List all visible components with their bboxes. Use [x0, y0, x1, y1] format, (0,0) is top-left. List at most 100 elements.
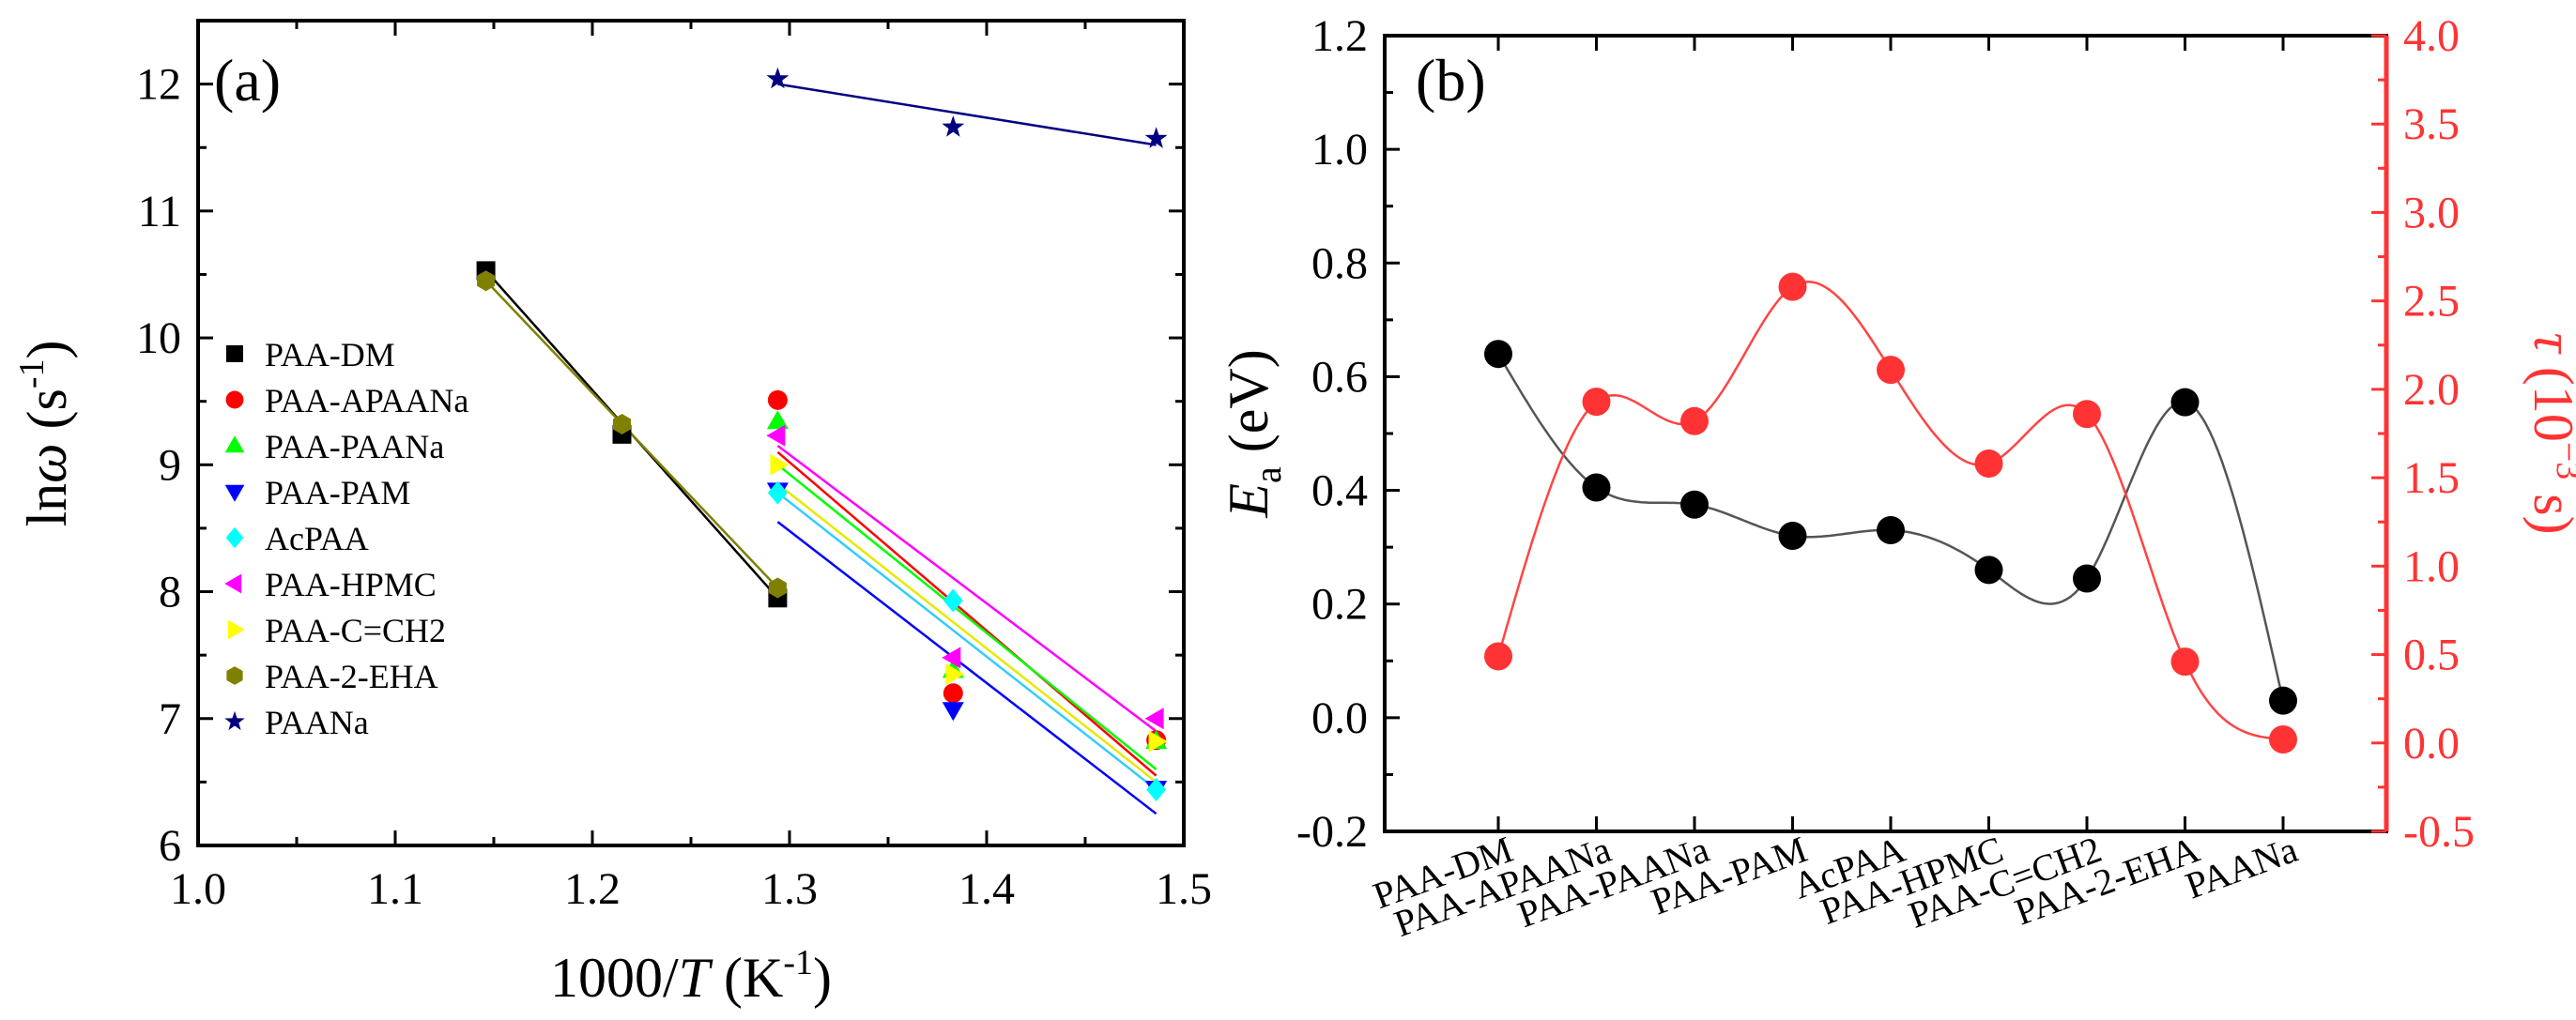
fit-line-paa-hpmc: [776, 445, 1158, 733]
right-y-tick-label: 3.5: [2403, 99, 2460, 149]
legend-marker-paa-apaana: [225, 390, 244, 409]
x-tick-label: 1.3: [761, 864, 818, 914]
legend-marker-paa-2-eha: [226, 666, 243, 685]
point-paa-hpmc: [1144, 708, 1164, 730]
point-left-paa-apaana: [1582, 473, 1611, 502]
curve-right-axis: [1496, 281, 2284, 741]
legend-label-paa-pam: PAA-PAM: [265, 474, 410, 511]
right-y-tick-label: 4.0: [2403, 11, 2460, 61]
legend-label-paa-hpmc: PAA-HPMC: [265, 566, 437, 603]
left-y-tick-label: 0.8: [1311, 238, 1368, 288]
fit-line-acpaa: [776, 492, 1158, 791]
legend-marker-paa-dm: [226, 345, 243, 362]
right-y-tick-label: 0.0: [2403, 719, 2460, 769]
right-y-tick-label: 1.5: [2403, 453, 2460, 503]
point-right-paa-dm: [1484, 642, 1512, 671]
panel-b-label: (b): [1416, 47, 1486, 114]
legend-label-acpaa: AcPAA: [265, 520, 369, 557]
fit-line-paa-c-ch2: [776, 482, 1158, 784]
legend-label-paa-apaana: PAA-APAANa: [265, 382, 468, 419]
fit-line-paa-pam: [776, 521, 1158, 815]
left-y-tick-label: 0.4: [1311, 466, 1368, 516]
right-y-tick-label: 3.0: [2403, 188, 2460, 237]
panel-a-ticks: 1.0 1.1 1.2 1.3 1.4 1.5 6 7 8 9 10 11 12: [136, 19, 1212, 914]
point-acpaa: [767, 480, 788, 505]
point-left-acpaa: [1877, 515, 1905, 544]
point-left-paa-c-ch2: [2073, 564, 2101, 593]
point-right-paa-2-eha: [2170, 647, 2200, 677]
x-label-main: 1000/: [550, 947, 679, 1009]
panel-a-fit-lines: [484, 83, 1158, 815]
panel-b-right-axis-label: τ (10−3 s): [2522, 332, 2576, 534]
point-paa-hpmc: [766, 424, 786, 447]
legend-marker-paana: [224, 710, 245, 731]
x-label-close: ): [813, 947, 832, 1009]
point-right-paa-hpmc: [1974, 449, 2003, 479]
left-y-tick-label: 0.2: [1311, 580, 1368, 630]
point-left-paa-dm: [1484, 340, 1512, 369]
point-paa-2-eha: [613, 414, 631, 434]
point-paa-c-ch2: [945, 662, 965, 685]
legend-label-paa-paana: PAA-PAANa: [265, 428, 444, 465]
y-label-italic: ω: [16, 443, 78, 482]
point-left-paa-2-eha: [2170, 388, 2200, 417]
y-tick-label: 10: [136, 313, 181, 363]
point-right-paa-apaana: [1582, 388, 1611, 417]
legend-marker-paa-pam: [224, 484, 245, 502]
panel-a-label: (a): [214, 47, 281, 114]
y-label-unit: (s: [16, 388, 78, 443]
left-label-italic: E: [1218, 483, 1280, 519]
left-y-tick-label: -0.2: [1296, 807, 1368, 857]
x-tick-label: 1.4: [958, 864, 1015, 914]
right-label-sup: −3: [2549, 442, 2576, 480]
point-paana: [766, 67, 790, 89]
legend-label-paa-2-eha: PAA-2-EHA: [265, 658, 438, 695]
point-paa-hpmc: [942, 647, 961, 669]
point-paana: [1144, 127, 1168, 148]
fit-line-paa-paana: [776, 464, 1158, 770]
y-tick-label: 7: [159, 694, 181, 744]
fit-line-paa-2-eha: [484, 280, 779, 589]
point-left-paa-pam: [1778, 522, 1807, 551]
legend-label-paa-dm: PAA-DM: [265, 336, 395, 373]
x-tick-label: 1.2: [564, 864, 621, 914]
right-label-open: (10: [2522, 353, 2576, 442]
point-acpaa: [943, 588, 963, 613]
left-y-tick-label: 0.6: [1311, 352, 1368, 402]
right-label-close: s): [2522, 480, 2576, 534]
panel-b-points: [1484, 272, 2297, 754]
right-label-italic: τ: [2522, 332, 2576, 355]
left-y-tick-label: 1.0: [1311, 125, 1368, 175]
panel-a-y-axis-label: lnω (s-1): [12, 340, 78, 526]
point-paa-2-eha: [768, 577, 787, 599]
point-paa-pam: [942, 702, 964, 722]
point-paana: [942, 115, 965, 137]
left-label-rest: (eV): [1218, 349, 1280, 466]
point-paa-paana: [766, 410, 789, 430]
category-label-paana: PAANa: [2180, 828, 2303, 906]
panel-b-plot-frame: [1383, 34, 2388, 833]
point-paa-c-ch2: [770, 453, 790, 476]
point-acpaa: [1146, 778, 1167, 801]
x-tick-label: 1.1: [367, 864, 423, 914]
x-tick-label: 1.0: [170, 864, 226, 914]
right-y-tick-label: -0.5: [2403, 807, 2475, 857]
point-left-paa-hpmc: [1974, 556, 2003, 585]
panel-b-left-axis-label: Ea (eV): [1218, 349, 1289, 518]
x-tick-label: 1.5: [1156, 864, 1212, 914]
legend-marker-acpaa: [225, 526, 244, 549]
y-tick-label: 11: [138, 187, 181, 236]
panel-a: 1.0 1.1 1.2 1.3 1.4 1.5 6 7 8 9 10 11 12 PAA-DM PAA-A…: [12, 19, 1212, 1009]
legend-label-paana: PAANa: [265, 704, 369, 741]
x-label-italic: T: [679, 947, 713, 1009]
fit-line-paana: [777, 83, 1157, 146]
y-tick-label: 9: [159, 440, 181, 490]
point-right-paa-paana: [1680, 406, 1709, 435]
right-y-tick-label: 1.0: [2403, 541, 2460, 591]
panel-b-curves: [1496, 281, 2285, 741]
y-label-prefix: ln: [16, 483, 78, 527]
panel-b: -0.2 0.0 0.2 0.4 0.6 0.8 1.0 1.2 -0.5 0.0 0.5 1.0 1.…: [1218, 11, 2576, 945]
point-right-acpaa: [1877, 356, 1905, 385]
panel-a-x-axis-label: 1000/T (K-1): [550, 943, 832, 1009]
right-y-tick-label: 2.0: [2403, 365, 2460, 415]
